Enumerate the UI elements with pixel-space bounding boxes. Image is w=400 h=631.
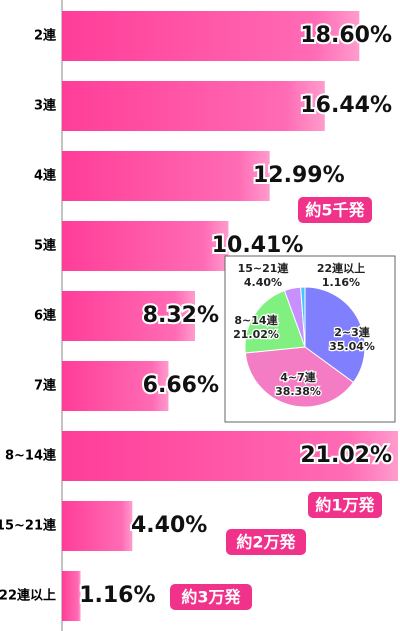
category-label: 4連 — [34, 168, 57, 184]
pie-value-label: 1.16% — [322, 276, 360, 289]
category-label: 2連 — [34, 28, 57, 44]
value-label: 8.32% — [143, 303, 219, 328]
pie-value-label: 35.04% — [329, 340, 375, 353]
bar — [62, 431, 398, 481]
category-label: 3連 — [34, 98, 57, 114]
bar — [62, 361, 169, 411]
value-label: 18.60% — [300, 23, 392, 48]
category-label: 15~21連 — [0, 518, 57, 534]
bar — [62, 221, 229, 271]
pie-category-label: 8~14連 — [234, 313, 278, 327]
pie-category-label: 4~7連 — [280, 370, 317, 384]
bar — [62, 151, 270, 201]
pie-slice — [300, 286, 306, 348]
value-label: 16.44% — [300, 93, 392, 118]
pie-value-label: 4.40% — [244, 276, 282, 289]
pie-category-label: 2~3連 — [334, 325, 371, 339]
value-label: 4.40% — [131, 513, 207, 538]
category-label: 22連以上 — [0, 588, 56, 604]
annotation: 約3万発 — [170, 584, 252, 610]
annotation: 約2万発 — [226, 529, 306, 555]
annotation: 約1万発 — [308, 492, 382, 518]
bars: 2連 18.60% 3連 16.44% 4連 12.99% 5連 10.41% 6連 8.32% 7… — [0, 11, 398, 621]
value-label: 21.02% — [300, 443, 392, 468]
category-label: 8~14連 — [5, 448, 57, 464]
value-label: 12.99% — [253, 163, 345, 188]
category-label: 5連 — [34, 238, 57, 254]
annotation-text: 約5千発 — [305, 201, 365, 220]
bar — [62, 291, 195, 341]
bar — [62, 571, 81, 621]
bar — [62, 81, 325, 131]
annotation: 約5千発 — [298, 197, 372, 223]
annotation-text: 約1万発 — [315, 496, 375, 515]
value-label: 1.16% — [79, 583, 155, 608]
pie-slice — [244, 346, 355, 408]
value-label: 10.41% — [212, 233, 304, 258]
pie-category-label: 22連以上 — [317, 261, 365, 275]
annotation-text: 約2万発 — [236, 533, 296, 552]
annotation-text: 約3万発 — [181, 588, 241, 607]
bar — [62, 11, 360, 61]
pie-value-label: 21.02% — [233, 328, 279, 341]
pie-slice — [304, 286, 366, 384]
bar — [62, 501, 133, 551]
category-label: 7連 — [34, 378, 57, 394]
pie-category-label: 15~21連 — [238, 261, 290, 275]
category-label: 6連 — [34, 308, 57, 324]
value-label: 6.66% — [143, 373, 219, 398]
pie-value-label: 38.38% — [275, 385, 321, 398]
